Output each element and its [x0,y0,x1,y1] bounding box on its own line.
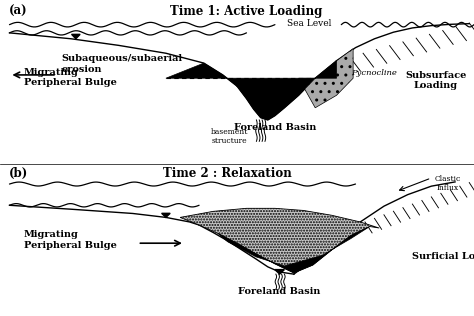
Polygon shape [275,270,284,274]
Text: Migrating
Peripheral Bulge: Migrating Peripheral Bulge [24,68,117,87]
Polygon shape [166,61,337,120]
Text: Surficial Load: Surficial Load [412,252,474,261]
Text: Time 2 : Relaxation: Time 2 : Relaxation [163,167,292,180]
Text: Subsurface
Loading: Subsurface Loading [405,71,467,90]
Polygon shape [218,227,370,273]
Text: Foreland Basin: Foreland Basin [234,123,316,132]
Polygon shape [299,49,353,108]
Text: Foreland Basin: Foreland Basin [238,287,321,296]
Text: Time 1: Active Loading: Time 1: Active Loading [170,5,323,18]
Text: (b): (b) [9,167,28,180]
Text: (a): (a) [9,5,27,18]
Polygon shape [270,106,280,111]
Text: basement
structure: basement structure [211,128,248,145]
Text: Subaqueous/subaerial
erosion: Subaqueous/subaerial erosion [62,54,183,74]
Text: Clastic
Influx: Clastic Influx [435,175,461,192]
Text: Sea Level: Sea Level [287,19,331,28]
Polygon shape [180,208,379,273]
Polygon shape [162,213,170,217]
Text: Pycnocline: Pycnocline [351,69,397,76]
Text: Migrating
Peripheral Bulge: Migrating Peripheral Bulge [24,230,117,250]
Polygon shape [72,34,80,39]
